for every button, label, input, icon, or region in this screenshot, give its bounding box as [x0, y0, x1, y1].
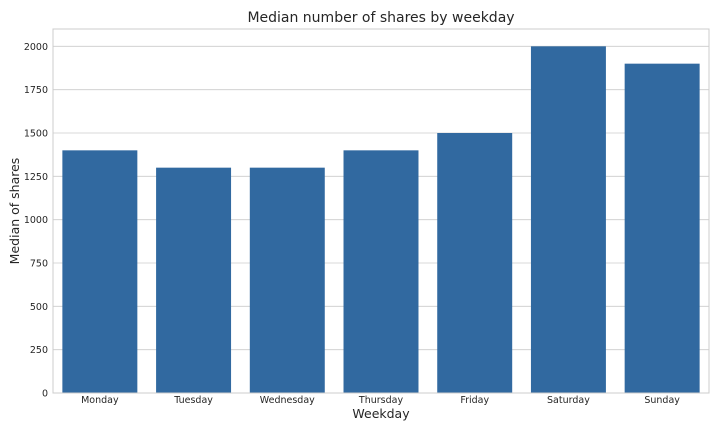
y-tick-label: 250: [30, 345, 48, 356]
y-tick-label: 750: [30, 259, 48, 270]
bar-thursday: [343, 150, 419, 393]
bar-monday: [62, 150, 138, 393]
x-axis-label: Weekday: [352, 406, 410, 421]
x-tick-label-saturday: Saturday: [547, 395, 590, 406]
y-tick-label: 0: [42, 389, 48, 400]
x-tick-label-thursday: Thursday: [358, 395, 404, 406]
y-tick-label: 1000: [24, 215, 48, 226]
bars-layer: [62, 46, 700, 394]
x-tick-label-sunday: Sunday: [644, 395, 680, 406]
y-tick-labels: 0 250 500 750 1000 1250 1500 1750 2000: [24, 42, 48, 400]
bar-wednesday: [249, 167, 325, 393]
y-tick-label: 500: [30, 302, 48, 313]
x-tick-label-tuesday: Tuesday: [173, 395, 213, 406]
x-tick-label-monday: Monday: [81, 395, 119, 406]
y-axis-label: Median of shares: [7, 158, 22, 265]
y-tick-label: 1250: [24, 172, 48, 183]
chart-title: Median number of shares by weekday: [247, 10, 514, 26]
x-tick-label-wednesday: Wednesday: [260, 395, 315, 406]
y-tick-label: 1750: [24, 85, 48, 96]
bar-tuesday: [156, 167, 232, 393]
x-tick-label-friday: Friday: [460, 395, 489, 406]
y-tick-label: 1500: [24, 129, 48, 140]
bar-saturday: [530, 46, 606, 393]
bar-sunday: [624, 63, 700, 394]
y-tick-label: 2000: [24, 42, 48, 53]
plot-frame: [52, 28, 710, 394]
x-tick-labels: Monday Tuesday Wednesday Thursday Friday Satu…: [81, 395, 680, 406]
bar-friday: [437, 133, 513, 393]
